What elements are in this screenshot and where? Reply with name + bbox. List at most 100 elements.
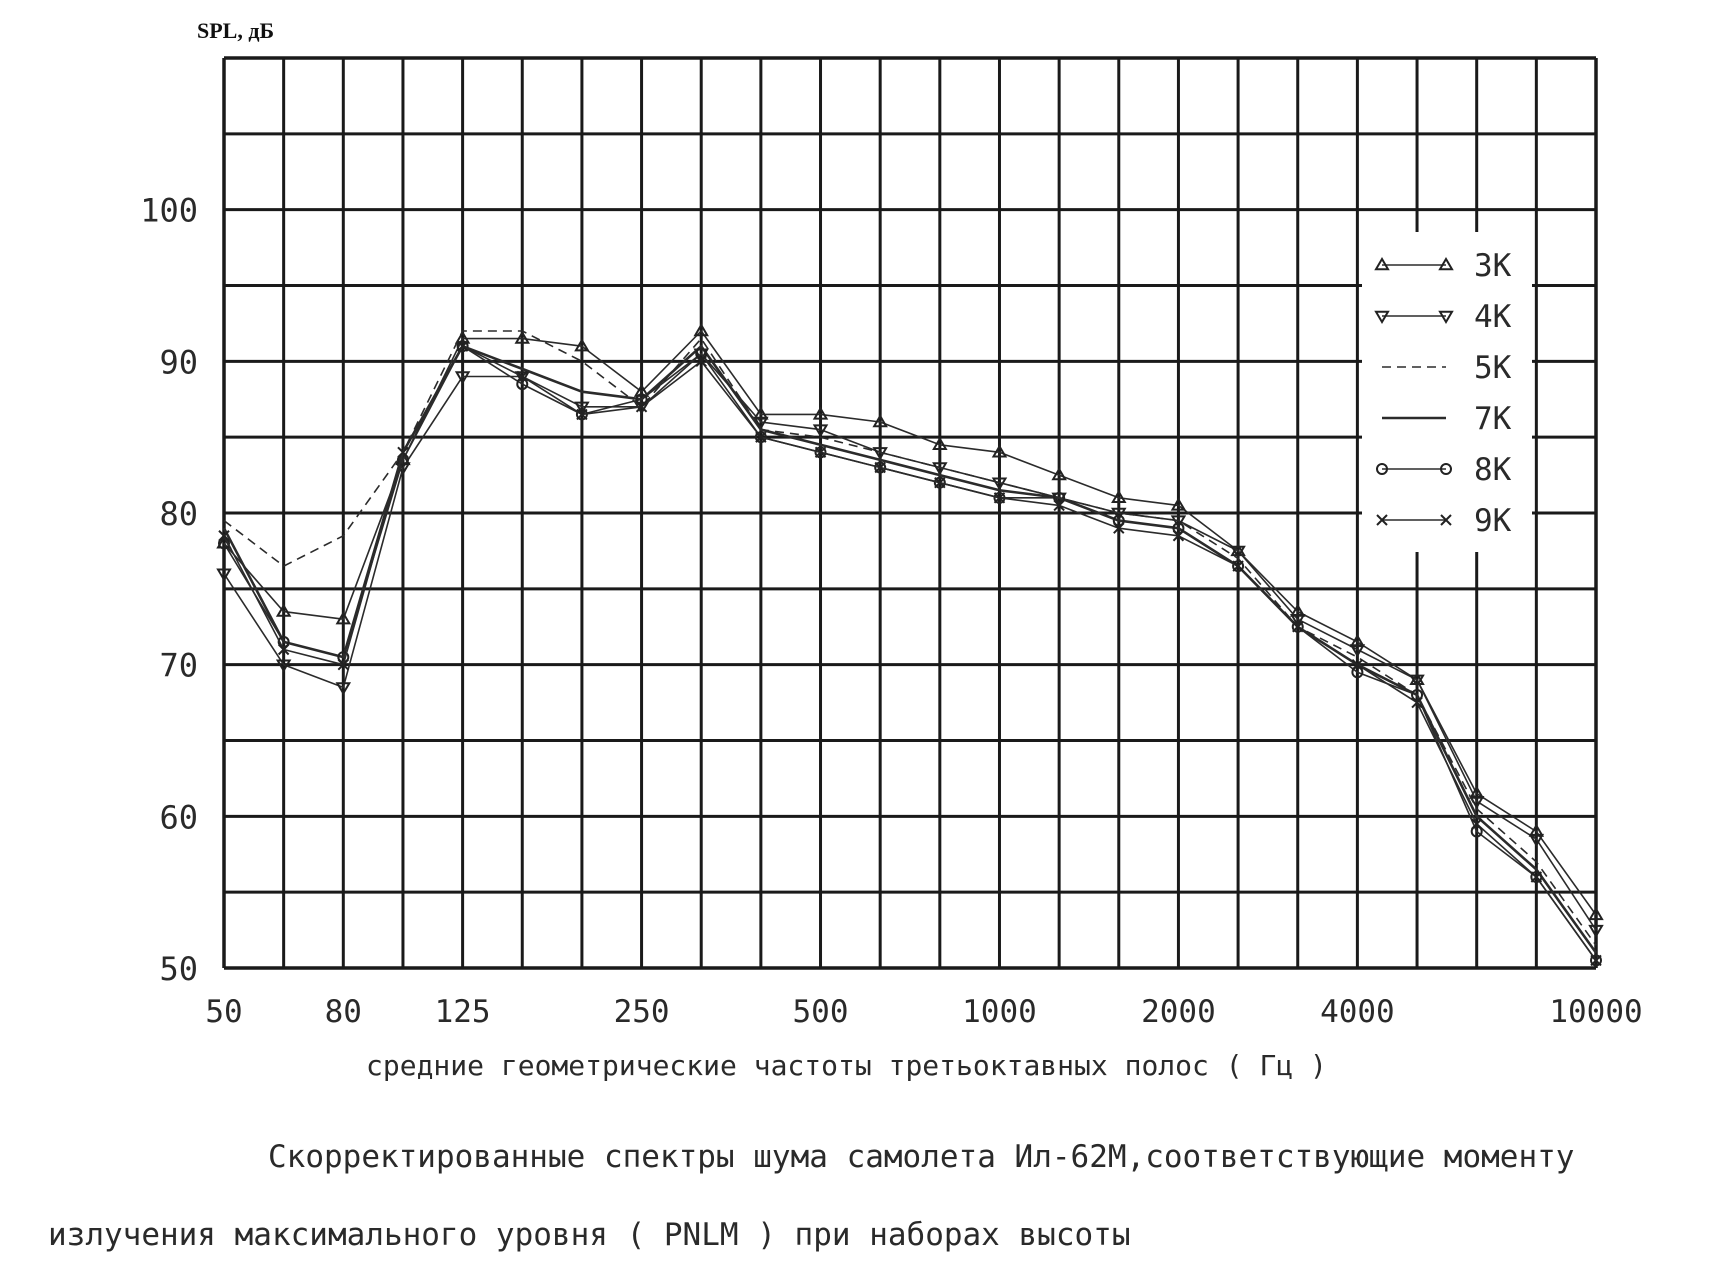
y-tick-label: 90 bbox=[159, 343, 198, 381]
data-point bbox=[814, 446, 827, 459]
legend-label: 9К bbox=[1474, 503, 1512, 539]
data-point bbox=[1291, 620, 1304, 633]
legend-item: 3К bbox=[1374, 248, 1512, 284]
data-point bbox=[1590, 954, 1602, 967]
data-point bbox=[337, 658, 350, 671]
data-point bbox=[1411, 689, 1424, 701]
legend-marker bbox=[1376, 514, 1388, 526]
data-point bbox=[335, 682, 352, 696]
data-point bbox=[454, 371, 471, 385]
data-point bbox=[635, 401, 648, 413]
y-axis-ticks: 100 90 80 70 60 50 bbox=[140, 192, 198, 988]
legend-marker bbox=[1440, 463, 1452, 475]
data-point bbox=[454, 330, 471, 344]
legend-marker bbox=[1438, 310, 1454, 324]
data-point bbox=[275, 659, 292, 673]
data-point bbox=[1170, 497, 1187, 511]
legend-item: 7К bbox=[1382, 401, 1512, 437]
data-point bbox=[1232, 560, 1245, 573]
legend-marker bbox=[1374, 310, 1390, 324]
legend-label: 3К bbox=[1474, 248, 1512, 284]
data-point bbox=[1411, 696, 1423, 709]
data-point bbox=[1530, 871, 1543, 883]
series-line bbox=[223, 330, 1597, 916]
data-point bbox=[812, 406, 829, 420]
data-point bbox=[576, 408, 588, 421]
y-tick-label: 80 bbox=[159, 495, 198, 533]
data-point bbox=[1111, 507, 1127, 521]
data-point bbox=[753, 416, 769, 430]
chart-series bbox=[216, 323, 1604, 967]
x-tick-label: 125 bbox=[435, 994, 491, 1030]
data-point bbox=[1409, 674, 1425, 688]
data-point bbox=[1588, 924, 1604, 939]
x-tick-label: 10000 bbox=[1549, 994, 1642, 1030]
data-point bbox=[275, 603, 292, 617]
data-point bbox=[1351, 658, 1364, 671]
x-axis-ticks: 50 80 125 250 500 1000 2000 4000 10000 bbox=[205, 994, 1642, 1030]
data-point bbox=[933, 476, 946, 489]
series-9К bbox=[218, 340, 1602, 967]
data-point bbox=[633, 383, 650, 397]
data-point bbox=[932, 436, 948, 450]
data-point bbox=[754, 431, 767, 444]
data-point bbox=[1172, 530, 1185, 542]
data-point bbox=[1289, 613, 1306, 628]
data-point bbox=[218, 530, 230, 542]
x-tick-label: 500 bbox=[793, 994, 849, 1030]
legend-item: 4К bbox=[1374, 299, 1512, 335]
legend-marker bbox=[1438, 257, 1454, 271]
legend-item: 8К bbox=[1376, 452, 1512, 488]
data-point bbox=[277, 643, 290, 656]
y-tick-label: 70 bbox=[159, 647, 198, 685]
data-point bbox=[277, 635, 290, 648]
data-point bbox=[1470, 825, 1483, 838]
data-point bbox=[1470, 818, 1483, 830]
legend-marker bbox=[1376, 463, 1388, 475]
data-point bbox=[1053, 491, 1066, 504]
data-point bbox=[1349, 644, 1366, 658]
legend-label: 8К bbox=[1474, 452, 1512, 488]
data-point bbox=[218, 537, 230, 550]
y-tick-label: 60 bbox=[159, 798, 198, 836]
legend-item: 5К bbox=[1382, 350, 1512, 386]
caption-line-1: Скорректированные спектры шума самолета … bbox=[268, 1139, 1575, 1175]
data-point bbox=[1528, 833, 1545, 848]
data-point bbox=[516, 378, 529, 391]
data-point bbox=[1232, 560, 1244, 572]
data-point bbox=[1170, 515, 1187, 529]
data-point bbox=[335, 611, 352, 625]
data-point bbox=[516, 370, 528, 383]
data-point bbox=[1113, 522, 1125, 534]
data-point bbox=[514, 330, 531, 344]
data-point bbox=[1351, 666, 1364, 679]
data-point bbox=[991, 444, 1008, 458]
legend-label: 5К bbox=[1474, 350, 1512, 386]
y-tick-label: 50 bbox=[159, 950, 198, 988]
figure-caption: Скорректированные спектры шума самолета … bbox=[48, 1118, 1688, 1274]
y-tick-label: 100 bbox=[140, 192, 198, 230]
x-tick-label: 50 bbox=[205, 994, 242, 1030]
data-point bbox=[874, 461, 886, 474]
data-point bbox=[1590, 954, 1602, 967]
data-point bbox=[1530, 871, 1543, 883]
data-point bbox=[1053, 499, 1065, 512]
x-tick-label: 1000 bbox=[962, 994, 1037, 1030]
caption-line-2: излучения максимального уровня ( PNLM ) … bbox=[48, 1217, 1131, 1253]
legend-item: 9К bbox=[1376, 503, 1512, 539]
data-point bbox=[1588, 906, 1604, 921]
data-point bbox=[814, 446, 827, 459]
data-point bbox=[1292, 621, 1304, 633]
data-point bbox=[635, 393, 648, 406]
legend-label: 4К bbox=[1474, 299, 1512, 335]
data-point bbox=[514, 371, 531, 385]
x-tick-label: 4000 bbox=[1320, 994, 1395, 1030]
series-line bbox=[223, 330, 1597, 946]
data-point bbox=[872, 414, 888, 428]
data-point bbox=[993, 492, 1006, 504]
legend-marker bbox=[1374, 257, 1390, 271]
data-point bbox=[695, 355, 707, 368]
data-point bbox=[216, 568, 232, 582]
x-tick-label: 250 bbox=[614, 994, 670, 1030]
